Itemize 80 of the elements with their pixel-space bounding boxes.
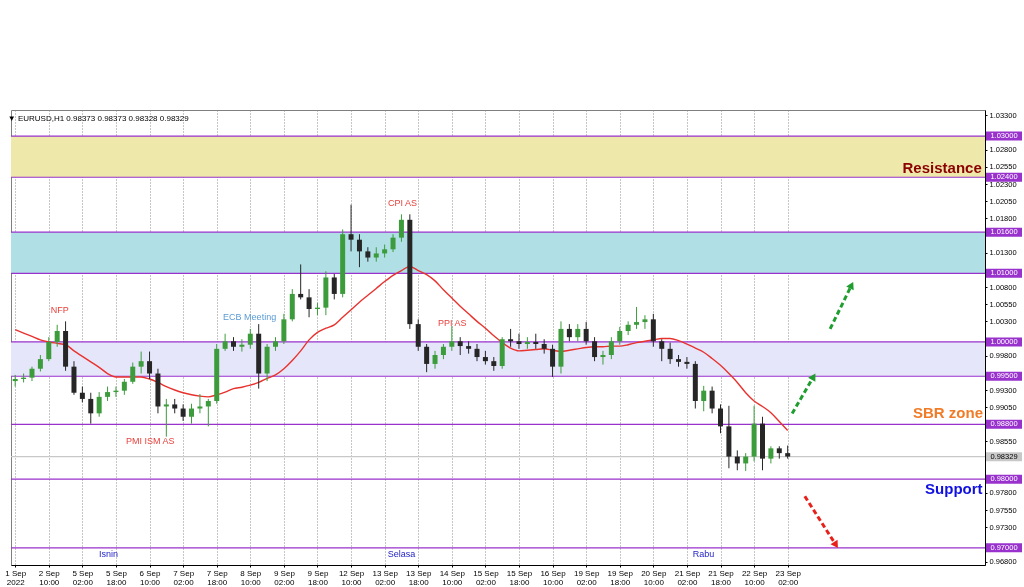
annotation: SBR zone [912, 403, 983, 421]
x-tick-label: 7 Sep 02:00 [173, 568, 195, 587]
annotation: Rabu [692, 548, 715, 559]
candlestick [138, 351, 144, 375]
x-tick-label: 6 Sep 10:00 [139, 568, 162, 587]
candlestick [415, 318, 421, 352]
candlestick [550, 344, 556, 378]
candlestick [592, 336, 598, 362]
candlestick [701, 385, 707, 412]
candlestick [583, 321, 589, 346]
candlestick [180, 403, 186, 422]
candlestick [331, 273, 337, 300]
candlestick [659, 338, 665, 362]
candlestick [189, 403, 195, 425]
annotation: PMI ISM AS [126, 436, 175, 447]
candlestick [281, 313, 287, 345]
x-tick-label: 19 Sep 18:00 [607, 568, 634, 587]
x-tick-label: 23 Sep 02:00 [775, 568, 802, 587]
candlestick [365, 246, 371, 263]
annotation: Selasa [387, 548, 416, 559]
candlestick [424, 343, 430, 373]
candlestick [608, 336, 614, 360]
candlestick [449, 325, 455, 352]
x-tick-label: 7 Sep 18:00 [206, 568, 229, 587]
candlestick [474, 343, 480, 362]
x-tick-label: 2 Sep 10:00 [38, 568, 61, 587]
candlestick [130, 362, 136, 385]
x-tick-label: 20 Sep 10:00 [641, 568, 668, 587]
candlestick [239, 338, 245, 353]
annotation: Support [925, 479, 983, 497]
candlestick [634, 306, 640, 330]
x-tick-label: 12 Sep 10:00 [338, 568, 365, 587]
x-tick-label: 13 Sep 02:00 [372, 568, 399, 587]
x-tick-label: 5 Sep 18:00 [106, 568, 128, 587]
x-tick-label: 14 Sep 10:00 [439, 568, 466, 587]
candlestick [306, 288, 312, 318]
candlestick [54, 324, 60, 348]
candlestick [684, 356, 690, 370]
x-tick-label: 22 Sep 10:00 [741, 568, 768, 587]
annotation: Isnin [98, 548, 118, 559]
candlestick [247, 328, 253, 350]
candlestick [222, 333, 228, 352]
candlestick [96, 391, 102, 418]
text: ▼ EURUSD,H1 0.98373 0.98373 0.98328 0.98329 [7, 114, 190, 123]
x-tick-label: 16 Sep 10:00 [540, 568, 567, 587]
annotation: CPI AS [388, 197, 418, 208]
candlestick [348, 204, 354, 252]
candlestick [163, 398, 169, 438]
candlestick [516, 333, 522, 350]
x-tick-label: 19 Sep 02:00 [573, 568, 600, 587]
x-tick-label: 21 Sep 18:00 [708, 568, 735, 587]
annotation: PPI AS [437, 317, 467, 328]
line-series [14, 265, 789, 432]
candlestick [197, 393, 203, 414]
candlestick [600, 350, 606, 366]
x-tick-label: 15 Sep 02:00 [473, 568, 500, 587]
candlestick [46, 336, 52, 362]
candlestick [709, 386, 715, 414]
candlestick [205, 398, 211, 427]
x-tick-label: 15 Sep 18:00 [506, 568, 533, 587]
x-tick-label: 21 Sep 02:00 [674, 568, 701, 587]
x-tick-label: 13 Sep 18:00 [406, 568, 432, 587]
annotation: Resistance [902, 158, 982, 176]
candlestick [718, 403, 724, 434]
candlestick [667, 342, 673, 365]
candlestick [625, 320, 631, 336]
candlestick [432, 350, 438, 370]
x-tick-label: 9 Sep 02:00 [273, 568, 296, 587]
x-tick-label: 8 Sep 10:00 [240, 568, 262, 587]
candlestick [88, 392, 94, 425]
annotation: ECB Meeting [223, 312, 277, 323]
candlestick [650, 313, 656, 348]
annotation: NFP [50, 305, 69, 316]
candlestick [147, 351, 153, 380]
candlestick [356, 233, 362, 268]
x-tick-label: 9 Sep 18:00 [307, 568, 329, 587]
x-tick-label: 5 Sep 02:00 [72, 568, 94, 587]
x-tick-label: 1 Sep 2022 [5, 568, 27, 587]
candlestick [398, 213, 404, 243]
candlestick [642, 314, 648, 330]
